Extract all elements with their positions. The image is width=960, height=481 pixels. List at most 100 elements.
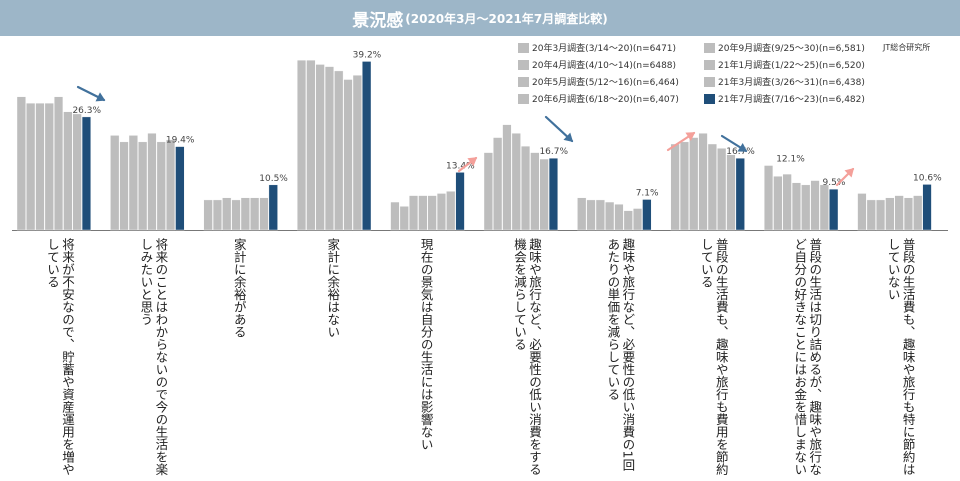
- up-arrow-icon: [666, 131, 696, 152]
- legend-label: 20年6月調査(6/18〜20)(n=6,407): [532, 95, 679, 105]
- legend-item: 20年9月調査(9/25〜30)(n=6,581): [704, 40, 865, 55]
- bar: [343, 79, 353, 231]
- bar: [689, 137, 699, 231]
- bar: [212, 199, 223, 231]
- bar: [44, 102, 54, 231]
- bar: [35, 102, 45, 231]
- bar: [297, 59, 307, 231]
- category-label: 家計に余裕はない: [325, 238, 341, 338]
- bar: [819, 184, 829, 231]
- legend-swatch: [704, 93, 715, 104]
- down-arrow-icon: [544, 115, 574, 143]
- bar: [483, 152, 493, 231]
- category-label: 普段の生活は切り詰めるが、趣味や旅行など自分の好きなことにはお金を惜しまない: [792, 238, 823, 476]
- category-label: 将来のことはわからないので今の生活を楽しみたいと思う: [138, 238, 169, 476]
- legend-item: 20年5月調査(5/12〜16)(n=6,464): [518, 74, 679, 89]
- bar: [352, 74, 362, 231]
- bar: [203, 199, 213, 231]
- bar: [259, 197, 269, 231]
- bar: [586, 199, 596, 231]
- bar: [268, 184, 278, 231]
- data-label: 10.5%: [259, 174, 288, 184]
- bar: [147, 133, 157, 231]
- bar: [521, 145, 531, 231]
- bar: [165, 139, 176, 231]
- bar: [418, 195, 428, 231]
- bar: [436, 193, 447, 231]
- bar: [231, 199, 241, 231]
- bar: [493, 137, 503, 231]
- bar: [427, 195, 437, 231]
- down-arrow-icon: [76, 85, 106, 102]
- legend-swatch: [704, 59, 715, 70]
- up-arrow-icon: [835, 167, 855, 187]
- data-label: 13.4%: [446, 161, 475, 171]
- data-label: 26.3%: [72, 106, 101, 116]
- legend-swatch: [704, 76, 715, 87]
- bar: [362, 61, 372, 231]
- bar: [222, 197, 232, 231]
- bar: [324, 66, 335, 231]
- bar: [829, 188, 839, 231]
- bar: [530, 152, 540, 231]
- bar: [707, 143, 717, 231]
- bar: [614, 203, 624, 231]
- bar: [446, 191, 456, 231]
- bar: [110, 135, 120, 231]
- bar: [54, 96, 64, 231]
- bar: [726, 154, 736, 231]
- bar: [764, 165, 774, 231]
- bar: [857, 193, 867, 231]
- data-label: 7.1%: [636, 188, 659, 198]
- bar: [903, 197, 913, 231]
- category-label: 趣味や旅行など、必要性の低い消費の1回あたりの単価を減らしている: [605, 238, 636, 471]
- legend-item: 20年3月調査(3/14〜20)(n=6471): [518, 40, 676, 55]
- bar: [409, 195, 419, 231]
- bar: [502, 124, 512, 231]
- legend-item: 20年6月調査(6/18〜20)(n=6,407): [518, 91, 679, 106]
- bar: [390, 201, 400, 231]
- category-label: 普段の生活費も、趣味や旅行も特に節約はしていない: [885, 238, 916, 476]
- chart-title: 景況感: [352, 10, 404, 31]
- bar: [642, 199, 652, 231]
- category-label: 趣味や旅行など、必要性の低い消費をする機会を減らしている: [512, 238, 542, 476]
- legend-label: 20年9月調査(9/25〜30)(n=6,581): [718, 44, 865, 54]
- legend-swatch: [518, 42, 529, 53]
- data-label: 39.2%: [353, 50, 382, 60]
- legend-item: 21年3月調査(3/26〜31)(n=6,438): [704, 74, 865, 89]
- bar: [913, 195, 923, 231]
- legend-label: 21年1月調査(1/22〜25)(n=6,520): [718, 61, 865, 71]
- bar: [539, 158, 549, 231]
- legend-swatch: [518, 93, 529, 104]
- bar: [623, 210, 633, 231]
- data-label: 16.7%: [539, 147, 568, 157]
- bar: [511, 133, 521, 231]
- category-label: 現在の景気は自分の生活には影響ない: [418, 238, 434, 451]
- legend-item: 21年7月調査(7/16〜23)(n=6,482): [704, 91, 865, 106]
- bar: [866, 199, 876, 231]
- legend-item: 21年1月調査(1/22〜25)(n=6,520): [704, 57, 865, 72]
- bar: [399, 206, 409, 231]
- bar: [698, 133, 708, 231]
- bar: [894, 195, 904, 231]
- legend-label: 21年3月調査(3/26〜31)(n=6,438): [718, 78, 865, 88]
- category-label: 家計に余裕がある: [231, 238, 247, 338]
- bar: [26, 102, 36, 231]
- bar: [717, 148, 727, 231]
- legend-label: 20年5月調査(5/12〜16)(n=6,464): [532, 78, 679, 88]
- category-label: 普段の生活費も、趣味や旅行も費用を節約している: [698, 238, 729, 476]
- data-label: 9.5%: [823, 178, 846, 188]
- bar: [885, 197, 895, 231]
- legend-label: 20年3月調査(3/14〜20)(n=6471): [532, 44, 677, 54]
- bar: [156, 141, 166, 231]
- bar: [548, 157, 558, 231]
- bar: [128, 135, 138, 231]
- bar: [138, 141, 148, 231]
- bar: [735, 157, 745, 231]
- up-arrow-icon: [457, 156, 478, 173]
- bar: [670, 143, 680, 231]
- data-label: 10.6%: [913, 173, 942, 183]
- bar: [63, 111, 73, 231]
- bar: [577, 197, 587, 231]
